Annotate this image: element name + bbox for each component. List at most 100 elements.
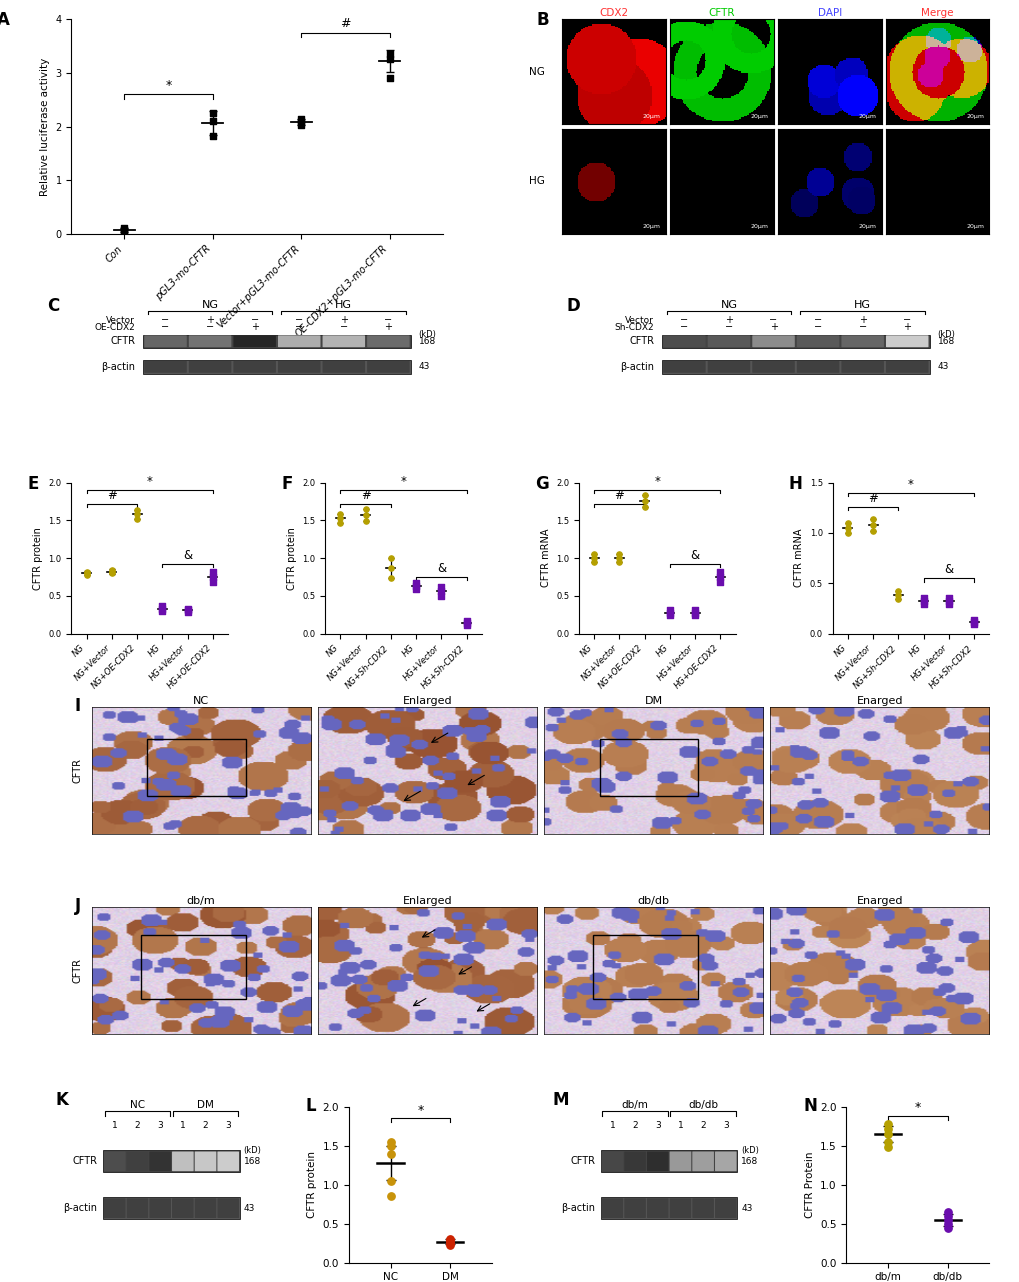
Text: −: − (294, 315, 303, 326)
Point (839, 518, 855, 538)
Text: (kD): (kD) (418, 329, 436, 340)
Text: CFTR: CFTR (110, 336, 136, 346)
Point (128, 500, 145, 520)
Text: (kD): (kD) (244, 1146, 261, 1155)
Text: 1: 1 (112, 1120, 117, 1129)
Point (459, 610, 475, 631)
Text: *: * (400, 476, 406, 488)
Point (441, 1229, 458, 1250)
Point (711, 567, 728, 587)
Text: β-actin: β-actin (101, 362, 136, 372)
Text: 20μm: 20μm (858, 114, 875, 119)
Point (839, 513, 855, 533)
Point (205, 126, 221, 146)
Text: +: + (725, 315, 733, 326)
FancyBboxPatch shape (600, 1197, 737, 1219)
FancyBboxPatch shape (233, 336, 276, 347)
Text: CFTR: CFTR (570, 1156, 594, 1167)
Title: Enarged: Enarged (856, 696, 902, 706)
Text: NC: NC (129, 1100, 145, 1110)
Point (382, 1132, 398, 1153)
FancyBboxPatch shape (601, 1151, 623, 1172)
Text: *: * (914, 1101, 920, 1114)
Text: J: J (74, 896, 81, 914)
Text: NG: NG (719, 300, 737, 310)
Point (205, 567, 221, 587)
Point (357, 505, 373, 526)
Y-axis label: CFTR mRNA: CFTR mRNA (540, 529, 550, 587)
Point (585, 551, 601, 572)
Point (382, 547, 398, 568)
Y-axis label: CFTR mRNA: CFTR mRNA (794, 529, 804, 587)
Y-axis label: HG: HG (529, 177, 545, 186)
Point (585, 544, 601, 564)
Text: NG: NG (202, 300, 218, 310)
Point (332, 504, 348, 524)
FancyBboxPatch shape (692, 1199, 713, 1218)
Text: F: F (281, 474, 292, 494)
Text: −: − (680, 315, 688, 326)
Point (116, 218, 132, 238)
Text: −: − (339, 323, 347, 332)
Point (382, 568, 398, 588)
FancyBboxPatch shape (172, 1199, 194, 1218)
Text: CFTR: CFTR (629, 336, 653, 346)
Bar (593, 935, 698, 999)
Text: &: & (182, 549, 192, 563)
FancyBboxPatch shape (796, 362, 839, 373)
Point (382, 558, 398, 578)
FancyBboxPatch shape (278, 362, 320, 373)
Point (381, 44, 397, 64)
Bar (599, 738, 698, 796)
Text: *: * (417, 1104, 423, 1117)
Point (940, 594, 956, 614)
FancyBboxPatch shape (707, 362, 750, 373)
Text: 43: 43 (244, 1204, 255, 1213)
Point (382, 1136, 398, 1156)
FancyBboxPatch shape (278, 336, 320, 347)
Text: −: − (858, 323, 866, 332)
Title: DM: DM (644, 696, 662, 706)
FancyBboxPatch shape (752, 362, 794, 373)
FancyBboxPatch shape (662, 336, 705, 347)
Point (636, 497, 652, 518)
Bar (141, 935, 246, 999)
FancyBboxPatch shape (143, 335, 411, 347)
FancyBboxPatch shape (322, 336, 365, 347)
Text: 2: 2 (632, 1120, 637, 1129)
Point (408, 576, 424, 596)
Text: −: − (680, 323, 688, 332)
Point (104, 560, 120, 581)
Text: 20μm: 20μm (642, 114, 660, 119)
Text: β-actin: β-actin (560, 1203, 594, 1213)
FancyBboxPatch shape (104, 1151, 125, 1172)
Text: K: K (55, 1091, 68, 1109)
Text: 2: 2 (203, 1120, 208, 1129)
FancyBboxPatch shape (217, 1151, 238, 1172)
Point (940, 591, 956, 612)
Point (78, 564, 95, 585)
Text: 1: 1 (609, 1120, 614, 1129)
Point (711, 563, 728, 583)
Point (965, 613, 981, 633)
FancyBboxPatch shape (367, 336, 410, 347)
Point (441, 1233, 458, 1254)
Point (292, 114, 309, 135)
Title: db/db: db/db (637, 896, 669, 906)
FancyBboxPatch shape (126, 1151, 148, 1172)
Point (687, 605, 703, 626)
Text: &: & (690, 549, 699, 563)
FancyBboxPatch shape (707, 336, 750, 347)
Point (879, 1114, 896, 1135)
FancyBboxPatch shape (646, 1199, 667, 1218)
Text: &: & (944, 564, 953, 577)
Point (938, 1205, 955, 1226)
Point (585, 547, 601, 568)
Point (179, 599, 196, 619)
Text: β-actin: β-actin (63, 1203, 98, 1213)
Point (78, 563, 95, 583)
Point (940, 588, 956, 609)
Point (382, 1144, 398, 1164)
Title: Enarged: Enarged (856, 896, 902, 906)
Point (357, 499, 373, 519)
